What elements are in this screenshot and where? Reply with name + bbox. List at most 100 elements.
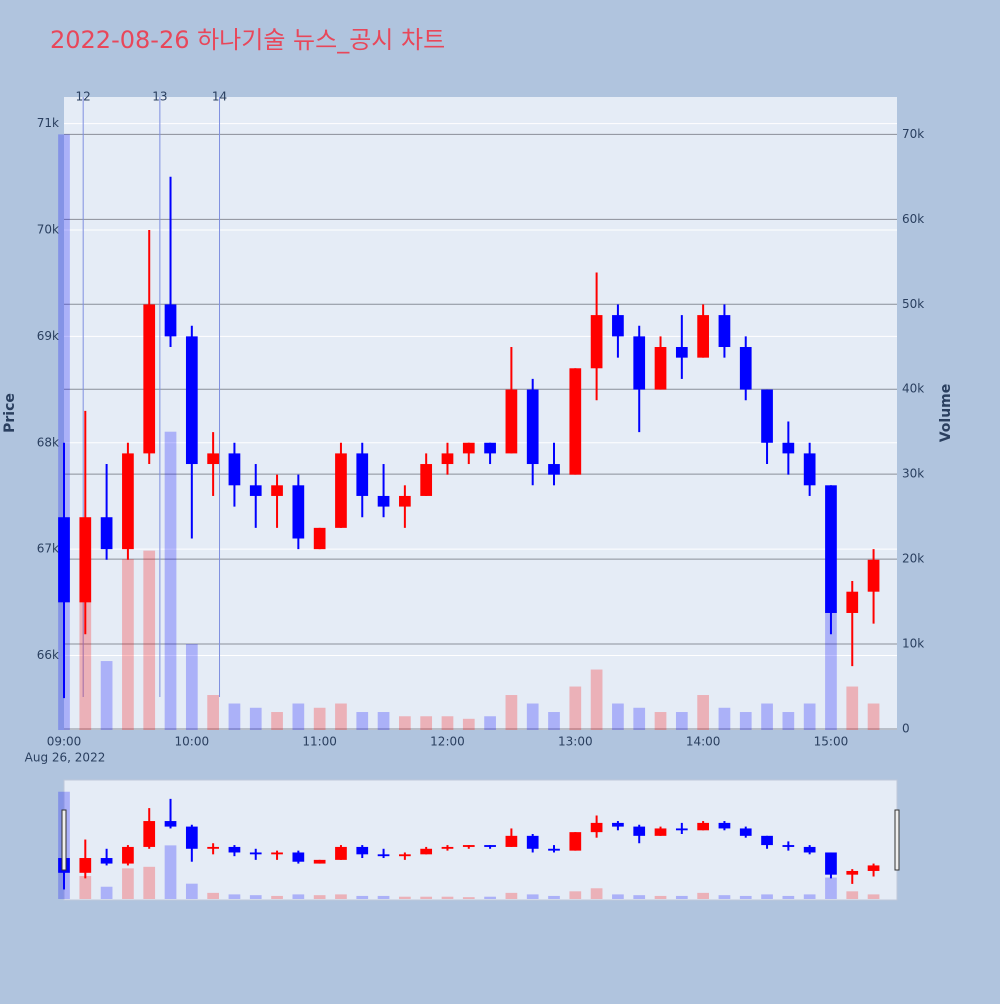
slider-volume-bar <box>782 895 795 899</box>
volume-bar <box>356 712 369 730</box>
slider-volume-bar <box>249 895 262 899</box>
slider-volume-bar <box>335 894 347 899</box>
x-tick-label: 14:00 <box>686 735 721 749</box>
slider-candle-body <box>590 822 603 833</box>
candle-body <box>505 389 518 454</box>
y2-tick-label: 50k <box>902 297 924 311</box>
slider-volume-bar <box>420 896 433 899</box>
slider-candle-body <box>484 845 496 847</box>
candle-body <box>612 315 624 337</box>
candle-body <box>228 453 241 486</box>
candle-body <box>867 559 880 592</box>
slider-volume-bar <box>228 894 241 899</box>
slider-volume-bar <box>590 888 603 899</box>
volume-bar <box>505 695 518 730</box>
slider-volume-bar <box>399 896 411 899</box>
volume-bar <box>399 716 411 730</box>
candle-body <box>697 315 709 358</box>
volume-bar <box>526 703 539 730</box>
candle-body <box>122 453 134 550</box>
slider-volume-bar <box>846 891 859 899</box>
candle-body <box>313 527 326 550</box>
candle-body <box>761 389 773 443</box>
candle-body <box>100 517 113 550</box>
candle-body <box>441 453 454 465</box>
candle-body <box>782 442 795 454</box>
slider-candle-body <box>462 845 475 847</box>
y-tick-label: 68k <box>37 435 59 449</box>
candle-body <box>633 336 646 390</box>
volume-bar <box>420 716 433 730</box>
candle-body <box>185 336 198 465</box>
news-marker-label: 13 <box>152 90 167 104</box>
slider-candle-body <box>377 854 390 857</box>
candle-body <box>675 347 688 358</box>
news-marker-label: 12 <box>76 90 91 104</box>
candle-body <box>143 304 156 454</box>
candle-body <box>718 315 731 348</box>
slider-volume-bar <box>803 894 816 899</box>
y2-tick-label: 30k <box>902 467 924 481</box>
candle-body <box>335 453 347 528</box>
slider-volume-bar <box>292 894 305 899</box>
slider-candle-body <box>803 846 816 853</box>
slider-volume-bar <box>761 894 773 899</box>
slider-candle-body <box>271 852 283 855</box>
volume-bar <box>782 712 795 730</box>
x-tick-label: 15:00 <box>814 735 849 749</box>
candle-body <box>58 517 70 603</box>
y-tick-label: 67k <box>37 542 59 556</box>
candle-body <box>377 495 390 507</box>
candle-body <box>484 442 496 454</box>
y2-tick-label: 40k <box>902 382 924 396</box>
candle-body <box>590 315 603 369</box>
volume-bar <box>313 707 326 730</box>
slider-volume-bar <box>825 877 837 899</box>
slider-volume-bar <box>654 895 667 899</box>
volume-bar <box>100 661 113 730</box>
y2-tick-label: 70k <box>902 127 924 141</box>
candle-body <box>825 485 837 613</box>
slider-candle-body <box>782 845 795 847</box>
volume-bar <box>761 703 773 730</box>
volume-bar <box>548 712 560 730</box>
volume-bar <box>377 712 390 730</box>
slider-volume-bar <box>377 895 390 899</box>
slider-volume-bar <box>185 883 198 899</box>
slider-handle[interactable] <box>894 809 900 871</box>
y-tick-label: 70k <box>37 222 59 236</box>
x-tick-label: 12:00 <box>430 735 465 749</box>
candle-body <box>803 453 816 486</box>
y2-tick-label: 20k <box>902 552 924 566</box>
slider-candle-body <box>739 828 752 836</box>
range-slider[interactable] <box>63 779 898 901</box>
slider-candle-body <box>612 822 624 827</box>
volume-bar <box>825 610 837 730</box>
slider-volume-bar <box>441 896 454 899</box>
slider-handle[interactable] <box>61 809 67 871</box>
slider-volume-bar <box>697 892 709 899</box>
volume-bar <box>79 601 92 730</box>
volume-bar <box>185 644 198 730</box>
slider-candle-body <box>846 870 859 875</box>
volume-bar <box>867 703 880 730</box>
volume-bar <box>441 716 454 730</box>
slider-candle-body <box>228 846 241 853</box>
candle-body <box>356 453 369 496</box>
candle-body <box>207 453 219 465</box>
slider-candle-body <box>292 852 305 862</box>
candle-body <box>399 495 411 507</box>
slider-volume-bar <box>271 895 283 899</box>
volume-bar <box>675 712 688 730</box>
slider-candle-body <box>399 854 411 857</box>
slider-volume-bar <box>633 895 646 899</box>
y2-tick-label: 0 <box>902 722 910 736</box>
y2-axis-title: Volume <box>938 384 954 443</box>
slider-candle-body <box>505 835 518 847</box>
news-marker-label: 14 <box>212 90 227 104</box>
volume-bar <box>207 695 219 730</box>
y2-tick-label: 60k <box>902 212 924 226</box>
volume-bar <box>569 686 582 730</box>
volume-bar <box>271 712 283 730</box>
x-tick-label: 09:00 <box>47 735 82 749</box>
